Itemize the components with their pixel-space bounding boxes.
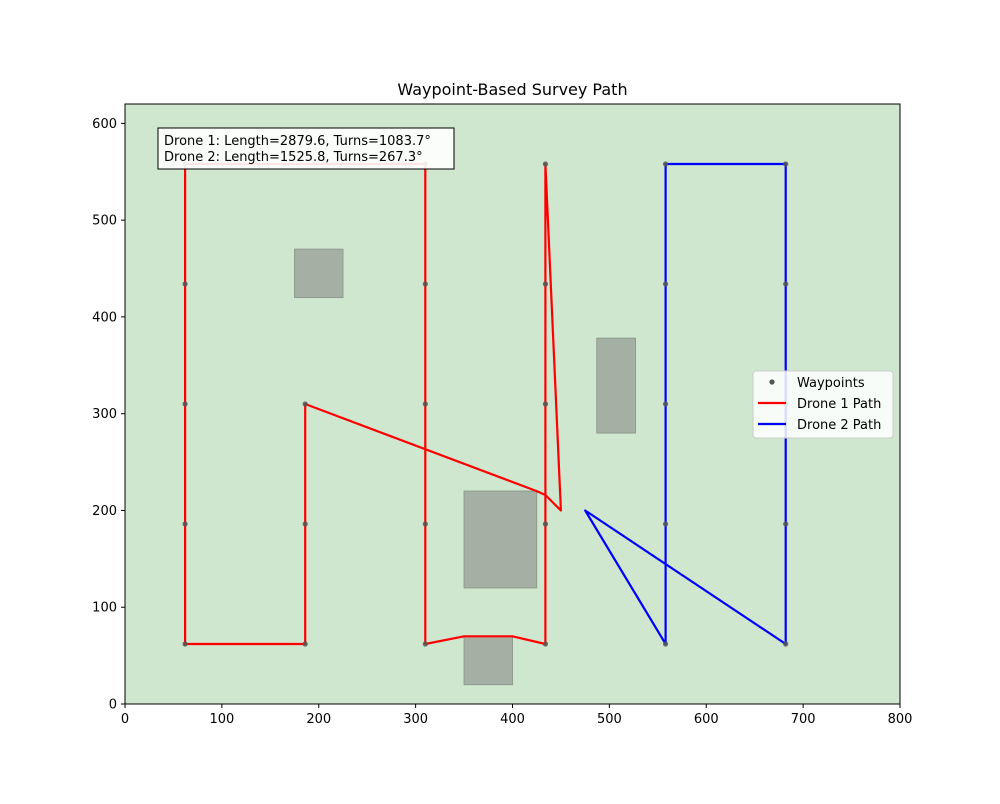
waypoint-marker [783, 161, 789, 167]
obstacle [463, 635, 513, 686]
waypoint-marker [542, 641, 549, 647]
waypoint-marker [182, 641, 188, 647]
annotation-line-drone2: Drone 2: Length=1525.8, Turns=267.3° [164, 150, 423, 165]
waypoint-marker [422, 281, 428, 287]
waypoint-marker [182, 281, 188, 287]
waypoint-marker [542, 281, 549, 287]
x-tick-label: 100 [209, 712, 234, 727]
waypoint-marker [422, 641, 428, 647]
x-tick-label: 500 [597, 712, 622, 727]
x-tick-label: 0 [121, 712, 129, 727]
obstacle [463, 490, 538, 589]
waypoint-marker [783, 281, 789, 287]
x-tick-label: 600 [694, 712, 719, 727]
waypoint-marker [422, 401, 428, 407]
waypoint-marker [302, 521, 308, 527]
obstacle [294, 248, 344, 299]
x-tick-label: 400 [500, 712, 525, 727]
chart-title: Waypoint-Based Survey Path [397, 80, 627, 99]
y-tick-label: 200 [92, 504, 117, 519]
waypoint-marker [422, 521, 428, 527]
waypoint-marker [542, 521, 549, 527]
y-tick-label: 300 [92, 407, 117, 422]
y-tick-label: 500 [92, 214, 117, 229]
waypoint-marker [783, 521, 789, 527]
waypoint-marker [302, 641, 308, 647]
annotation-box [157, 127, 455, 170]
waypoint-marker [542, 161, 549, 167]
annotation-line-drone1: Drone 1: Length=2879.6, Turns=1083.7° [164, 134, 431, 149]
y-tick-label: 400 [92, 310, 117, 325]
waypoints-layer [182, 161, 789, 647]
legend-entry-waypoints: Waypoints [797, 376, 865, 391]
waypoint-marker [302, 401, 308, 407]
y-axis: 0 100 200 300 400 500 600 [92, 117, 125, 713]
y-tick-label: 0 [109, 698, 117, 713]
waypoint-marker [182, 401, 188, 407]
stats-annotation: Drone 1: Length=2879.6, Turns=1083.7° Dr… [157, 127, 455, 170]
obstacle [596, 337, 637, 434]
x-tick-label: 700 [791, 712, 816, 727]
x-tick-label: 300 [403, 712, 428, 727]
legend-waypoint-marker [769, 379, 775, 385]
x-axis: 0 100 200 300 400 500 600 700 800 [121, 704, 913, 727]
waypoint-marker [182, 521, 188, 527]
waypoint-marker [662, 401, 669, 407]
legend-entry-drone1: Drone 1 Path [797, 397, 881, 412]
waypoint-marker [542, 401, 549, 407]
waypoint-marker [662, 161, 669, 167]
legend-entry-drone2: Drone 2 Path [797, 418, 881, 433]
waypoint-marker [662, 281, 669, 287]
y-tick-label: 600 [92, 117, 117, 132]
x-tick-label: 800 [888, 712, 913, 727]
obstacles-layer [294, 248, 637, 686]
legend-box [752, 370, 894, 439]
waypoint-marker [662, 641, 669, 647]
y-tick-label: 100 [92, 601, 117, 616]
legend: Waypoints Drone 1 Path Drone 2 Path [752, 370, 894, 439]
x-tick-label: 200 [306, 712, 331, 727]
waypoint-marker [783, 641, 789, 647]
waypoint-marker [662, 521, 669, 527]
